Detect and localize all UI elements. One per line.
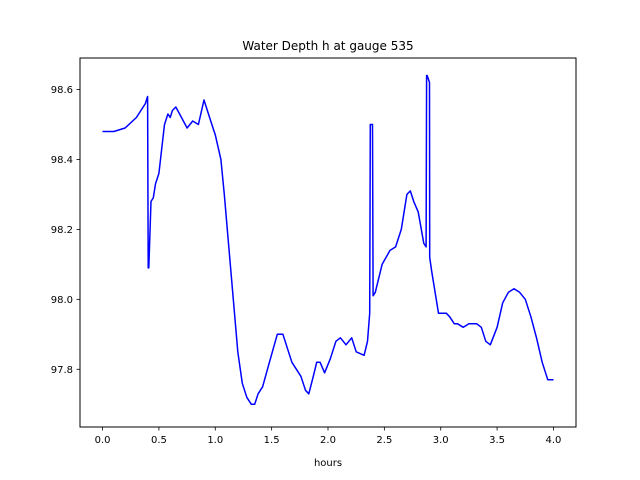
x-tick-label: 2.0 bbox=[320, 435, 336, 446]
x-tick-label: 3.0 bbox=[433, 435, 449, 446]
x-tick-label: 1.0 bbox=[207, 435, 223, 446]
y-axis-ticks: 97.8 98.0 98.2 98.4 98.6 bbox=[51, 85, 80, 376]
x-tick-label: 0.5 bbox=[151, 435, 167, 446]
y-tick-label: 98.2 bbox=[51, 225, 73, 236]
series-line-0 bbox=[102, 74, 554, 406]
y-tick-label: 98.6 bbox=[51, 85, 73, 96]
x-tick-label: 3.5 bbox=[489, 435, 505, 446]
y-tick-label: 98.4 bbox=[51, 155, 73, 166]
x-tick-label: 2.5 bbox=[376, 435, 392, 446]
x-tick-label: 1.5 bbox=[264, 435, 280, 446]
x-axis-ticks: 0.0 0.5 1.0 1.5 2.0 2.5 3.0 3.5 4.0 bbox=[95, 427, 562, 446]
x-tick-label: 0.0 bbox=[95, 435, 111, 446]
x-tick-label: 4.0 bbox=[546, 435, 562, 446]
y-tick-label: 98.0 bbox=[51, 295, 73, 306]
y-tick-label: 97.8 bbox=[51, 365, 73, 376]
chart-title: Water Depth h at gauge 535 bbox=[242, 39, 413, 53]
x-axis-label: hours bbox=[314, 458, 342, 469]
